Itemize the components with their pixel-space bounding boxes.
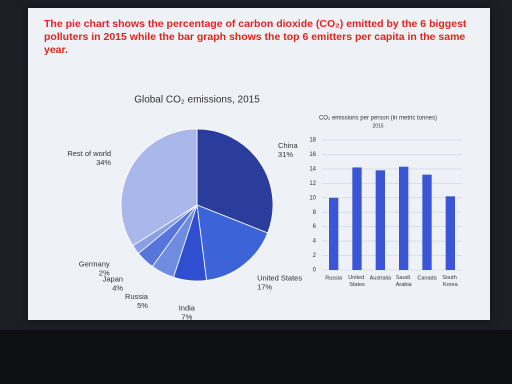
x-tick-label: Australia bbox=[370, 275, 392, 281]
pie-slice bbox=[120, 128, 198, 247]
bar bbox=[375, 170, 385, 270]
bar-subtitle: 2015 bbox=[372, 123, 383, 129]
y-tick-label: 6 bbox=[313, 224, 317, 230]
slice-value-label: 7% bbox=[181, 313, 192, 322]
bar bbox=[422, 174, 432, 270]
y-tick-label: 4 bbox=[313, 239, 317, 245]
y-tick-label: 12 bbox=[309, 181, 316, 187]
slice-value-label: 4% bbox=[112, 284, 123, 293]
x-tick-label: Russia bbox=[325, 275, 343, 281]
slice-label: Japan bbox=[103, 275, 123, 284]
x-tick-label: South Korea bbox=[442, 275, 458, 288]
pie-slice bbox=[196, 128, 274, 234]
y-tick-label: 2 bbox=[313, 253, 317, 259]
pie-slice bbox=[196, 204, 269, 281]
x-tick-label: United States bbox=[348, 275, 365, 288]
slice-value-label: 17% bbox=[257, 282, 272, 291]
slice-label: Germany bbox=[79, 259, 110, 268]
y-tick-label: 14 bbox=[309, 166, 316, 172]
x-tick-label: Saudi Arabia bbox=[396, 275, 413, 288]
y-tick-label: 18 bbox=[309, 138, 316, 144]
slide-heading: The pie chart shows the percentage of ca… bbox=[44, 18, 467, 56]
y-tick-label: 10 bbox=[309, 195, 316, 201]
slice-label: United States bbox=[257, 273, 302, 282]
slice-value-label: 2% bbox=[99, 268, 110, 277]
slice-value-label: 5% bbox=[137, 301, 148, 310]
monitor-bezel bbox=[0, 330, 512, 384]
y-tick-label: 16 bbox=[309, 152, 316, 158]
y-tick-label: 0 bbox=[313, 268, 317, 274]
pie-title: Global CO₂ emissions, 2015 bbox=[134, 95, 260, 106]
slice-value-label: 34% bbox=[96, 158, 111, 167]
bar bbox=[445, 196, 455, 270]
y-tick-label: 8 bbox=[313, 210, 317, 216]
slice-label: Russia bbox=[125, 292, 149, 301]
slice-label: China bbox=[278, 141, 298, 150]
bar bbox=[399, 166, 409, 270]
slice-label: India bbox=[179, 304, 196, 313]
bar-title: CO₂ emissions per person (in metric tonn… bbox=[319, 116, 437, 122]
slice-value-label: 31% bbox=[278, 150, 293, 159]
x-tick-label: Canada bbox=[417, 275, 437, 281]
slice-label: Rest of world bbox=[67, 149, 111, 158]
bar bbox=[329, 197, 339, 270]
bar bbox=[352, 167, 362, 270]
